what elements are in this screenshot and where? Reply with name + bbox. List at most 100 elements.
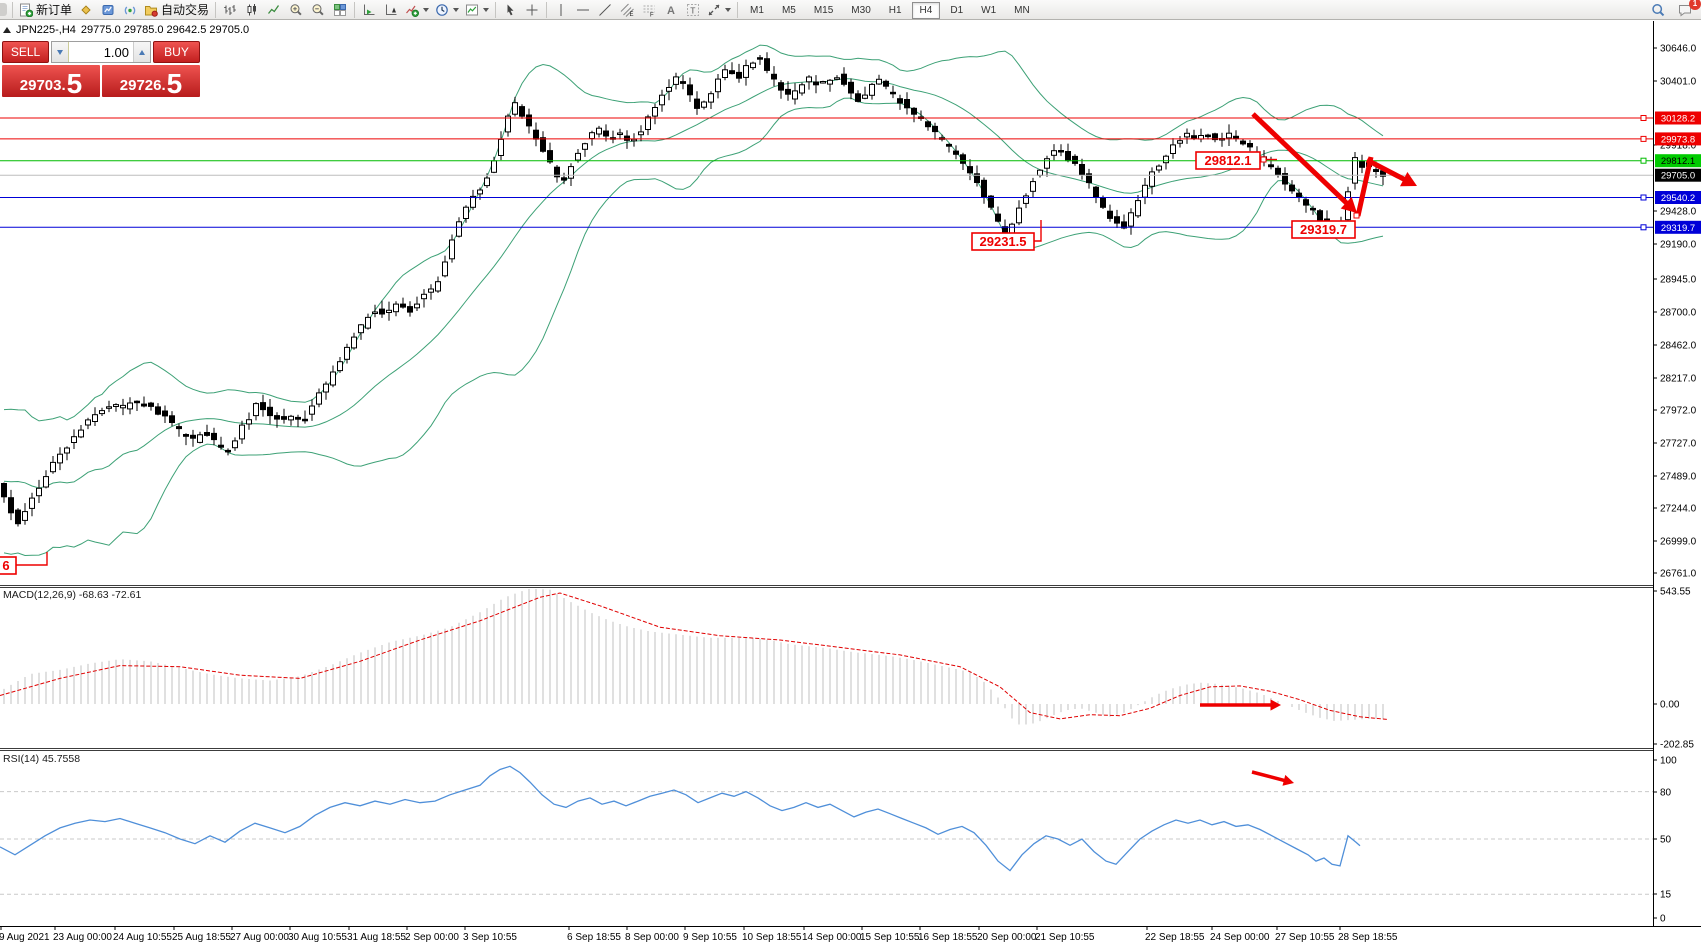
zoom-in-button[interactable] — [286, 1, 306, 19]
sell-price-main: 29703 — [19, 77, 62, 94]
svg-text:E: E — [630, 12, 634, 17]
timeframe-d1[interactable]: D1 — [942, 2, 971, 19]
timeframe-m1[interactable]: M1 — [742, 2, 772, 19]
candlestick-icon — [245, 3, 259, 17]
macd-panel — [0, 589, 1389, 725]
sell-price-pips: 5 — [66, 68, 83, 100]
trade-panel-toggle-icon[interactable] — [3, 27, 11, 33]
chart-shift-icon — [384, 3, 398, 17]
timeframe-m5[interactable]: M5 — [774, 2, 804, 19]
svg-text:14 Sep 00:00: 14 Sep 00:00 — [802, 932, 862, 943]
vertical-line-tool-button[interactable] — [551, 1, 571, 19]
volume-decrease-button[interactable] — [52, 42, 69, 62]
new-order-label: 新订单 — [36, 3, 73, 17]
timeframe-m30[interactable]: M30 — [843, 2, 878, 19]
sell-button[interactable]: SELL — [2, 41, 49, 63]
svg-text:30401.0: 30401.0 — [1660, 77, 1697, 88]
svg-text:29812.1: 29812.1 — [1205, 153, 1252, 168]
signals-button[interactable] — [120, 1, 140, 19]
channel-tool-button[interactable]: E — [617, 1, 637, 19]
templates-button[interactable] — [463, 1, 491, 19]
svg-text:543.55: 543.55 — [1660, 587, 1691, 598]
ohlc-values: 29775.0 29785.0 29642.5 29705.0 — [80, 24, 250, 36]
horizontal-line-icon — [576, 3, 590, 17]
new-order-button[interactable]: 新订单 — [17, 1, 74, 19]
svg-text:8 Sep 00:00: 8 Sep 00:00 — [625, 932, 679, 943]
svg-text:A: A — [667, 5, 675, 17]
notifications-button[interactable]: 1 — [1675, 0, 1701, 19]
buy-price-dot: . — [161, 77, 166, 94]
line-chart-button[interactable] — [264, 1, 284, 19]
sell-price[interactable]: 29703. 5 — [2, 65, 100, 100]
fibonacci-icon: F — [642, 3, 656, 17]
svg-text:15 Sep 10:55: 15 Sep 10:55 — [860, 932, 920, 943]
svg-text:3 Sep 10:55: 3 Sep 10:55 — [463, 932, 517, 943]
crosshair-icon — [525, 3, 539, 17]
buy-price[interactable]: 29726. 5 — [102, 65, 200, 100]
auto-scroll-button[interactable] — [359, 1, 379, 19]
timeframe-h4[interactable]: H4 — [911, 2, 941, 19]
panel-separators[interactable] — [0, 585, 1701, 927]
svg-text:29973.8: 29973.8 — [1661, 134, 1695, 145]
svg-text:6 Sep 18:55: 6 Sep 18:55 — [567, 932, 621, 943]
periods-button[interactable] — [433, 1, 461, 19]
chevron-down-icon — [453, 7, 460, 12]
svg-text:30 Aug 10:55: 30 Aug 10:55 — [288, 932, 347, 943]
notification-badge: 1 — [1689, 0, 1701, 10]
arrows-tool-button[interactable] — [705, 1, 733, 19]
market-watch-button[interactable] — [76, 1, 96, 19]
svg-text:28462.0: 28462.0 — [1660, 341, 1697, 352]
timeframe-group: M1 M5 M15 M30 H1 H4 D1 W1 MN — [741, 0, 1039, 19]
market-watch-icon — [79, 3, 93, 17]
auto-trading-label: 自动交易 — [161, 3, 210, 17]
svg-text:29705.0: 29705.0 — [1661, 171, 1695, 182]
price-axis-tags: 30128.2 29973.8 29812.1 29705.0 29540.2 29319… — [1655, 111, 1701, 234]
trendline-tool-button[interactable] — [595, 1, 615, 19]
navigator-button[interactable] — [98, 1, 118, 19]
svg-text:27 Aug 00:00: 27 Aug 00:00 — [230, 932, 289, 943]
svg-text:29231.5: 29231.5 — [980, 234, 1027, 249]
svg-text:9 Sep 10:55: 9 Sep 10:55 — [683, 932, 737, 943]
annotation-labels[interactable]: 29812.1 29231.5 29319.7 6 — [0, 151, 1360, 575]
auto-trading-icon — [144, 3, 158, 17]
svg-text:15: 15 — [1660, 890, 1672, 901]
timeframe-h1[interactable]: H1 — [881, 2, 910, 19]
timeframe-m15[interactable]: M15 — [806, 2, 841, 19]
bar-chart-button[interactable] — [220, 1, 240, 19]
svg-text:29428.0: 29428.0 — [1660, 207, 1697, 218]
cursor-tool-button[interactable] — [500, 1, 520, 19]
indicators-button[interactable] — [403, 1, 431, 19]
zoom-in-icon — [289, 3, 303, 17]
chart-shift-button[interactable] — [381, 1, 401, 19]
text-tool-button[interactable]: A — [661, 1, 681, 19]
new-order-icon — [19, 3, 33, 17]
svg-text:-202.85: -202.85 — [1660, 740, 1694, 751]
candlestick-chart-button[interactable] — [242, 1, 262, 19]
svg-text:25 Aug 18:55: 25 Aug 18:55 — [172, 932, 231, 943]
clock-icon — [435, 3, 449, 17]
buy-button[interactable]: BUY — [153, 41, 200, 63]
zoom-out-button[interactable] — [308, 1, 328, 19]
svg-text:29190.0: 29190.0 — [1660, 240, 1697, 251]
volume-increase-button[interactable] — [133, 42, 150, 62]
horizontal-line-tool-button[interactable] — [573, 1, 593, 19]
clipped-toolbar-icon — [0, 3, 7, 16]
volume-stepper — [51, 41, 151, 63]
fibonacci-tool-button[interactable]: F — [639, 1, 659, 19]
volume-input[interactable] — [69, 42, 133, 62]
buy-price-pips: 5 — [166, 68, 183, 100]
svg-text:30646.0: 30646.0 — [1660, 44, 1697, 55]
label-tool-button[interactable]: T — [683, 1, 703, 19]
timeframe-mn[interactable]: MN — [1006, 2, 1038, 19]
crosshair-tool-button[interactable] — [522, 1, 542, 19]
timeframe-w1[interactable]: W1 — [973, 2, 1004, 19]
search-button[interactable] — [1648, 1, 1668, 19]
tile-windows-button[interactable] — [330, 1, 350, 19]
horizontal-price-lines[interactable] — [0, 115, 1653, 231]
annotation-arrows[interactable] — [1200, 112, 1417, 786]
svg-text:2 Sep 00:00: 2 Sep 00:00 — [405, 932, 459, 943]
vertical-line-icon — [554, 3, 568, 17]
auto-trading-button[interactable]: 自动交易 — [142, 1, 211, 19]
